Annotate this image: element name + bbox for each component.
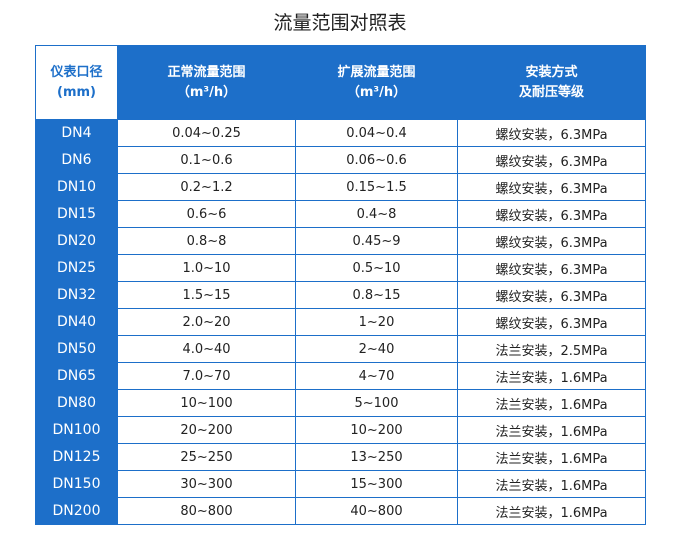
- cell: 10~100: [117, 389, 296, 417]
- table-row: DN6 0.1~0.6 0.06~0.6 螺纹安装，6.3MPa: [35, 146, 646, 174]
- cell: 0.45~9: [295, 227, 458, 255]
- size-cell: DN50: [35, 335, 118, 363]
- cell: 0.4~8: [295, 200, 458, 228]
- cell: 1~20: [295, 308, 458, 336]
- table-row: DN10 0.2~1.2 0.15~1.5 螺纹安装，6.3MPa: [35, 173, 646, 201]
- cell: 25~250: [117, 443, 296, 471]
- header-text: 扩展流量范围: [337, 64, 416, 80]
- size-cell: DN65: [35, 362, 118, 390]
- title: 流量范围对照表: [273, 12, 407, 34]
- table-row: DN65 7.0~70 4~70 法兰安装，1.6MPa: [35, 362, 646, 390]
- cell: 4~70: [295, 362, 458, 390]
- cell: 螺纹安装，6.3MPa: [457, 119, 646, 147]
- header-text: 及耐压等级: [518, 84, 584, 100]
- size-cell: DN150: [35, 470, 118, 498]
- cell: 螺纹安装，6.3MPa: [457, 281, 646, 309]
- cell: 螺纹安装，6.3MPa: [457, 308, 646, 336]
- size-cell: DN40: [35, 308, 118, 336]
- table-row: DN32 1.5~15 0.8~15 螺纹安装，6.3MPa: [35, 281, 646, 309]
- cell: 20~200: [117, 416, 296, 444]
- table-row: DN200 80~800 40~800 法兰安装，1.6MPa: [35, 497, 646, 525]
- header-cell: 正常流量范围 （m³/h）: [117, 45, 296, 120]
- table-row: DN100 20~200 10~200 法兰安装，1.6MPa: [35, 416, 646, 444]
- header-text: 安装方式: [525, 64, 578, 80]
- cell: 2.0~20: [117, 308, 296, 336]
- cell: 10~200: [295, 416, 458, 444]
- cell: 螺纹安装，6.3MPa: [457, 200, 646, 228]
- table-row: DN40 2.0~20 1~20 螺纹安装，6.3MPa: [35, 308, 646, 336]
- cell: 0.1~0.6: [117, 146, 296, 174]
- header-row: 仪表口径 (mm) 正常流量范围 （m³/h） 扩展流量范围 （m³/h） 安装方式及耐压等…: [35, 45, 646, 120]
- cell: 螺纹安装，6.3MPa: [457, 227, 646, 255]
- size-cell: DN6: [35, 146, 118, 174]
- size-cell: DN25: [35, 254, 118, 282]
- size-cell: DN10: [35, 173, 118, 201]
- cell: 法兰安装，1.6MPa: [457, 443, 646, 471]
- header-text: (mm): [57, 84, 96, 100]
- cell: 法兰安装，2.5MPa: [457, 335, 646, 363]
- size-cell: DN20: [35, 227, 118, 255]
- cell: 0.8~15: [295, 281, 458, 309]
- table-row: DN150 30~300 15~300 法兰安装，1.6MPa: [35, 470, 646, 498]
- table-row: DN15 0.6~6 0.4~8 螺纹安装，6.3MPa: [35, 200, 646, 228]
- table-row: DN25 1.0~10 0.5~10 螺纹安装，6.3MPa: [35, 254, 646, 282]
- cell: 0.2~1.2: [117, 173, 296, 201]
- cell: 法兰安装，1.6MPa: [457, 389, 646, 417]
- table-row: DN20 0.8~8 0.45~9 螺纹安装，6.3MPa: [35, 227, 646, 255]
- table-body: DN4 0.04~0.25 0.04~0.4 螺纹安装，6.3MPa DN6 0.1~0.…: [35, 119, 646, 525]
- header-text: （m³/h）: [346, 84, 407, 100]
- cell: 5~100: [295, 389, 458, 417]
- size-cell: DN4: [35, 119, 118, 147]
- cell: 螺纹安装，6.3MPa: [457, 146, 646, 174]
- header-cell: 仪表口径 (mm): [35, 45, 118, 120]
- size-cell: DN32: [35, 281, 118, 309]
- table-row: DN125 25~250 13~250 法兰安装，1.6MPa: [35, 443, 646, 471]
- cell: 0.6~6: [117, 200, 296, 228]
- cell: 40~800: [295, 497, 458, 525]
- cell: 15~300: [295, 470, 458, 498]
- table-row: DN80 10~100 5~100 法兰安装，1.6MPa: [35, 389, 646, 417]
- cell: 法兰安装，1.6MPa: [457, 416, 646, 444]
- size-cell: DN125: [35, 443, 118, 471]
- flow-table: 仪表口径 (mm) 正常流量范围 （m³/h） 扩展流量范围 （m³/h） 安装方式及耐压等…: [35, 45, 646, 525]
- header-cell: 扩展流量范围 （m³/h）: [295, 45, 458, 120]
- cell: 0.8~8: [117, 227, 296, 255]
- size-cell: DN15: [35, 200, 118, 228]
- size-cell: DN80: [35, 389, 118, 417]
- cell: 0.5~10: [295, 254, 458, 282]
- cell: 法兰安装，1.6MPa: [457, 497, 646, 525]
- cell: 法兰安装，1.6MPa: [457, 362, 646, 390]
- cell: 13~250: [295, 443, 458, 471]
- cell: 法兰安装，1.6MPa: [457, 470, 646, 498]
- header-cell: 安装方式 及耐压等级: [457, 45, 646, 120]
- header-text: 正常流量范围: [167, 64, 246, 80]
- cell: 0.04~0.25: [117, 119, 296, 147]
- header-text: （m³/h）: [176, 84, 237, 100]
- table-row: DN4 0.04~0.25 0.04~0.4 螺纹安装，6.3MPa: [35, 119, 646, 147]
- cell: 1.0~10: [117, 254, 296, 282]
- cell: 0.04~0.4: [295, 119, 458, 147]
- cell: 30~300: [117, 470, 296, 498]
- cell: 4.0~40: [117, 335, 296, 363]
- cell: 2~40: [295, 335, 458, 363]
- cell: 80~800: [117, 497, 296, 525]
- cell: 螺纹安装，6.3MPa: [457, 173, 646, 201]
- cell: 0.06~0.6: [295, 146, 458, 174]
- cell: 1.5~15: [117, 281, 296, 309]
- table-row: DN50 4.0~40 2~40 法兰安装，2.5MPa: [35, 335, 646, 363]
- cell: 7.0~70: [117, 362, 296, 390]
- header-text: 仪表口径: [50, 64, 103, 80]
- size-cell: DN200: [35, 497, 118, 525]
- cell: 0.15~1.5: [295, 173, 458, 201]
- cell: 螺纹安装，6.3MPa: [457, 254, 646, 282]
- size-cell: DN100: [35, 416, 118, 444]
